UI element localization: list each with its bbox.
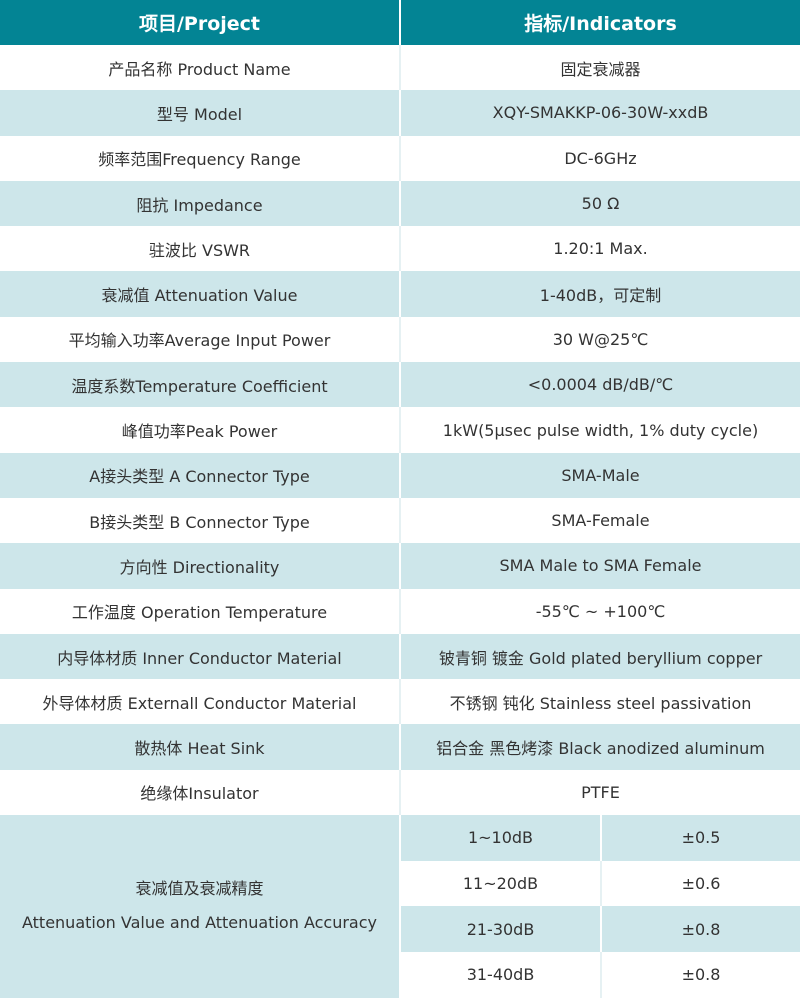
row-label: 温度系数Temperature Coefficient xyxy=(0,362,401,408)
row-label: 绝缘体Insulator xyxy=(0,769,401,816)
row-value: 铍青铜 镀金 Gold plated beryllium copper xyxy=(400,633,800,680)
row-label: 平均输入功率Average Input Power xyxy=(0,316,401,363)
header-row: 项目/Project 指标/Indicators xyxy=(0,0,800,45)
accuracy-range: 31-40dB xyxy=(400,952,602,998)
row-value: SMA Male to SMA Female xyxy=(400,543,800,589)
accuracy-range: 21-30dB xyxy=(400,906,602,953)
row-label: 驻波比 VSWR xyxy=(0,226,401,272)
row-label: 方向性 Directionality xyxy=(0,543,401,589)
row-value: -55℃ ~ +100℃ xyxy=(535,601,666,621)
row-value: 50 Ω xyxy=(400,180,800,227)
table-row: 平均输入功率Average Input Power 30 W@25℃ xyxy=(0,316,800,363)
table-row: 驻波比 VSWR 1.20:1 Max. xyxy=(0,226,800,272)
table-row: 阻抗 Impedance 50 Ω xyxy=(0,180,800,227)
accuracy-range: 1~10dB xyxy=(400,815,602,861)
table-row: A接头类型 A Connector Type SMA-Male xyxy=(0,452,800,498)
table-row: 方向性 Directionality SMA Male to SMA Female xyxy=(0,543,800,589)
accuracy-range: 11~20dB xyxy=(400,860,602,907)
row-value: 1-40dB，可定制 xyxy=(400,271,800,317)
row-label: 型号 Model xyxy=(0,90,401,136)
row-value: 不锈钢 钝化 Stainless steel passivation xyxy=(449,693,752,713)
accuracy-value: ±0.8 xyxy=(601,906,800,953)
table-row: B接头类型 B Connector Type SMA-Female xyxy=(0,497,800,544)
accuracy-value: ±0.5 xyxy=(601,815,800,861)
table-row: 产品名称 Product Name 固定衰减器 xyxy=(0,45,800,91)
header-project: 项目/Project xyxy=(0,0,401,45)
table-row: 峰值功率Peak Power 1kW(5μsec pulse width, 1% … xyxy=(0,407,800,453)
row-value: <0.0004 dB/dB/℃ xyxy=(400,362,800,408)
table-row: 散热体 Heat Sink 铝合金 黑色烤漆 Black anodized alu… xyxy=(0,724,800,770)
row-value: PTFE xyxy=(581,782,620,802)
row-label: 频率范围Frequency Range xyxy=(0,135,401,181)
table-row: 绝缘体Insulator PTFE xyxy=(0,769,800,816)
row-label: 产品名称 Product Name xyxy=(0,45,401,91)
table-row: 工作温度 Operation Temperature -55℃ ~ +100℃ xyxy=(0,588,800,634)
row-value: SMA-Female xyxy=(551,511,650,531)
accuracy-label: 衰减值及衰减精度 Attenuation Value and Attenuatio… xyxy=(0,815,401,998)
table-row: 外导体材质 Externall Conductor Material 不锈钢 钝化… xyxy=(0,679,800,725)
row-label: 工作温度 Operation Temperature xyxy=(0,588,401,634)
row-label: B接头类型 B Connector Type xyxy=(0,497,401,544)
row-label: 阻抗 Impedance xyxy=(0,180,401,227)
header-indicators: 指标/Indicators xyxy=(400,0,800,45)
accuracy-row: 31-40dB ±0.8 xyxy=(0,952,800,998)
row-label: 内导体材质 Inner Conductor Material xyxy=(0,633,401,680)
row-label: A接头类型 A Connector Type xyxy=(0,452,401,498)
row-value: 1.20:1 Max. xyxy=(553,239,648,259)
row-value: 1kW(5μsec pulse width, 1% duty cycle) xyxy=(442,420,759,440)
accuracy-value: ±0.6 xyxy=(681,874,721,894)
accuracy-row: 21-30dB ±0.8 xyxy=(0,906,800,953)
table-row: 型号 Model XQY-SMAKKP-06-30W-xxdB xyxy=(0,90,800,136)
accuracy-row: 11~20dB ±0.6 xyxy=(0,860,800,907)
row-label: 衰减值 Attenuation Value xyxy=(0,271,401,317)
accuracy-row: 衰减值及衰减精度 Attenuation Value and Attenuatio… xyxy=(0,815,800,998)
accuracy-label-cn: 衰减值及衰减精度 xyxy=(135,879,264,899)
table-row: 频率范围Frequency Range DC-6GHz xyxy=(0,135,800,181)
row-label: 散热体 Heat Sink xyxy=(0,724,401,770)
accuracy-value: ±0.8 xyxy=(681,965,721,985)
row-label: 峰值功率Peak Power xyxy=(0,407,401,453)
table-row: 内导体材质 Inner Conductor Material 铍青铜 镀金 Gol… xyxy=(0,633,800,680)
row-value: SMA-Male xyxy=(400,452,800,498)
row-value: 铝合金 黑色烤漆 Black anodized aluminum xyxy=(400,724,800,770)
row-value: 固定衰减器 xyxy=(560,59,641,79)
row-value: 30 W@25℃ xyxy=(552,329,649,349)
row-value: XQY-SMAKKP-06-30W-xxdB xyxy=(400,90,800,136)
accuracy-label-en: Attenuation Value and Attenuation Accura… xyxy=(21,913,377,933)
row-value: DC-6GHz xyxy=(564,148,637,168)
table-row: 衰减值 Attenuation Value 1-40dB，可定制 xyxy=(0,271,800,317)
row-label: 外导体材质 Externall Conductor Material xyxy=(0,679,401,725)
table-row: 温度系数Temperature Coefficient <0.0004 dB/dB… xyxy=(0,362,800,408)
